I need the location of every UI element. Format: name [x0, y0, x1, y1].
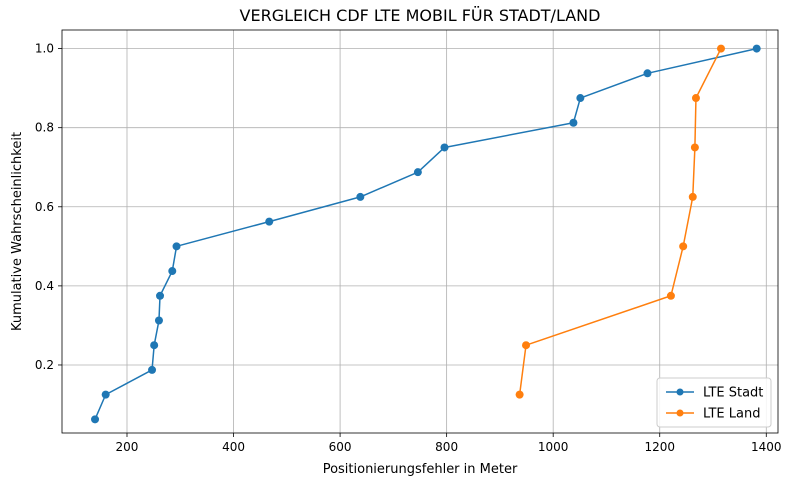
data-point: [515, 390, 524, 399]
x-tick-label: 1200: [644, 440, 675, 454]
x-tick-label: 200: [116, 440, 139, 454]
data-point: [413, 168, 422, 177]
data-point: [440, 143, 449, 152]
grid: [62, 30, 778, 433]
data-point: [576, 94, 585, 103]
series-lte-land: [515, 44, 725, 399]
x-axis: 200 400 600 800 1000 1200 1400: [116, 433, 782, 454]
legend-marker-stadt: [676, 388, 684, 396]
data-point: [156, 291, 165, 300]
x-tick-label: 1000: [538, 440, 569, 454]
x-tick-label: 1400: [751, 440, 782, 454]
data-point: [752, 44, 761, 53]
legend: LTE Stadt LTE Land: [656, 377, 772, 428]
data-point: [356, 192, 365, 201]
legend-label-land: LTE Land: [703, 407, 760, 422]
legend-label-stadt: LTE Stadt: [703, 386, 763, 401]
y-axis: 0.2 0.4 0.6 0.8 1.0: [35, 42, 62, 372]
series-layer: [91, 44, 761, 424]
y-axis-label: Kumulative Wahrscheinlichkeit: [10, 132, 25, 331]
data-point: [101, 390, 110, 399]
y-tick-label: 0.8: [35, 121, 54, 135]
data-point: [690, 143, 699, 152]
plot-frame: [61, 29, 779, 434]
series-lte-stadt: [91, 44, 761, 424]
x-axis-label: Positionierungsfehler in Meter: [323, 462, 518, 477]
series-line: [94, 47, 757, 420]
y-tick-label: 0.2: [35, 358, 54, 372]
data-point: [679, 242, 688, 251]
x-tick-label: 600: [329, 440, 352, 454]
series-line: [518, 48, 722, 395]
data-point: [643, 69, 652, 78]
y-tick-label: 0.4: [35, 279, 54, 293]
data-point: [91, 415, 100, 424]
data-point: [716, 44, 725, 53]
y-tick-label: 1.0: [35, 42, 54, 56]
data-point: [265, 217, 274, 226]
data-point: [172, 242, 181, 251]
x-tick-label: 400: [222, 440, 245, 454]
y-tick-label: 0.6: [35, 200, 54, 214]
data-point: [569, 118, 578, 127]
data-point: [150, 341, 159, 350]
data-point: [688, 192, 697, 201]
data-point: [168, 267, 177, 276]
legend-box: [656, 377, 772, 428]
data-point: [666, 291, 675, 300]
x-tick-label: 800: [435, 440, 458, 454]
data-point: [148, 365, 157, 374]
data-point: [154, 316, 163, 325]
data-point: [522, 341, 531, 350]
data-point: [691, 94, 700, 103]
legend-marker-land: [676, 409, 684, 417]
chart-title: VERGLEICH CDF LTE MOBIL FÜR STADT/LAND: [240, 6, 601, 25]
